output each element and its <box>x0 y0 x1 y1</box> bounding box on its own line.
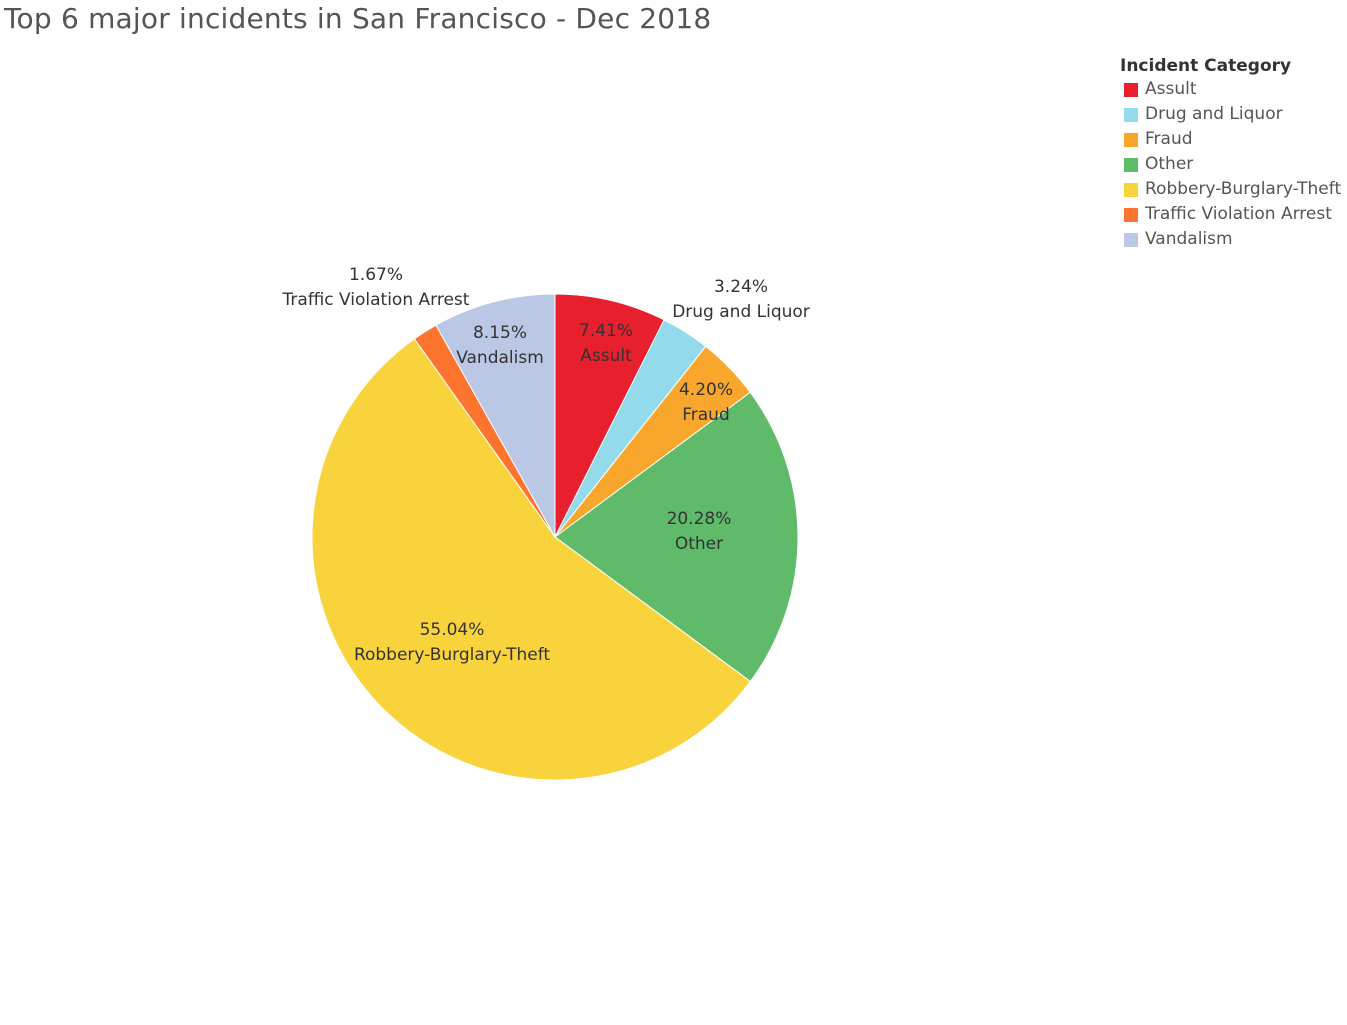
slice-category-label-drug-and-liquor: Drug and Liquor <box>672 302 810 322</box>
legend-label: Traffic Violation Arrest <box>1145 204 1332 224</box>
chart-title: Top 6 major incidents in San Francisco -… <box>4 2 712 35</box>
slice-percent-label-assult: 7.41% <box>579 321 633 341</box>
legend: Incident Category Assult Drug and Liquor F… <box>1120 55 1347 252</box>
pie-slices <box>311 293 799 781</box>
legend-item-traffic-violation-arrest[interactable]: Traffic Violation Arrest <box>1120 202 1347 227</box>
legend-label: Fraud <box>1145 129 1193 149</box>
pie-slice-assult[interactable] <box>554 293 665 538</box>
legend-swatch <box>1124 157 1138 172</box>
slice-category-label-assult: Assult <box>580 346 632 366</box>
legend-swatch <box>1124 207 1138 222</box>
slice-percent-label-vandalism: 8.15% <box>473 323 527 343</box>
legend-item-vandalism[interactable]: Vandalism <box>1120 227 1347 252</box>
legend-swatch <box>1124 107 1138 122</box>
legend-label: Assult <box>1145 79 1197 99</box>
legend-item-fraud[interactable]: Fraud <box>1120 127 1347 152</box>
slice-percent-label-traffic-violation-arrest: 1.67% <box>349 265 403 285</box>
slice-category-label-vandalism: Vandalism <box>456 348 544 368</box>
slice-percent-label-fraud: 4.20% <box>679 380 733 400</box>
legend-item-drug-and-liquor[interactable]: Drug and Liquor <box>1120 102 1347 127</box>
legend-swatch <box>1124 182 1138 197</box>
legend-title: Incident Category <box>1120 56 1292 76</box>
slice-percent-label-other: 20.28% <box>667 509 732 529</box>
legend-label: Other <box>1145 154 1194 174</box>
pie-slice-other[interactable] <box>554 391 799 683</box>
pie-slice-robbery-burglary-theft[interactable] <box>311 338 752 781</box>
legend-swatch <box>1124 132 1138 147</box>
slice-category-label-other: Other <box>675 534 723 554</box>
slice-percent-label-drug-and-liquor: 3.24% <box>714 277 768 297</box>
legend-item-robbery-burglary-theft[interactable]: Robbery-Burglary-Theft <box>1120 177 1347 202</box>
pie-labels: 7.41% Assult 3.24% Drug and Liquor 4.20% Frau… <box>282 265 810 665</box>
legend-swatch <box>1124 232 1138 247</box>
slice-category-label-robbery-burglary-theft: Robbery-Burglary-Theft <box>354 645 550 665</box>
legend-item-other[interactable]: Other <box>1120 152 1347 177</box>
legend-item-assult[interactable]: Assult <box>1120 77 1347 102</box>
legend-label: Robbery-Burglary-Theft <box>1145 179 1342 199</box>
slice-category-label-fraud: Fraud <box>682 405 730 425</box>
legend-items: Assult Drug and Liquor Fraud Other Robbery-B… <box>1120 77 1347 252</box>
pie-slice-vandalism[interactable] <box>435 293 556 539</box>
slice-percent-label-robbery-burglary-theft: 55.04% <box>420 620 485 640</box>
legend-swatch <box>1124 82 1138 97</box>
legend-label: Vandalism <box>1145 229 1233 249</box>
legend-label: Drug and Liquor <box>1145 104 1283 124</box>
slice-category-label-traffic-violation-arrest: Traffic Violation Arrest <box>282 290 470 310</box>
